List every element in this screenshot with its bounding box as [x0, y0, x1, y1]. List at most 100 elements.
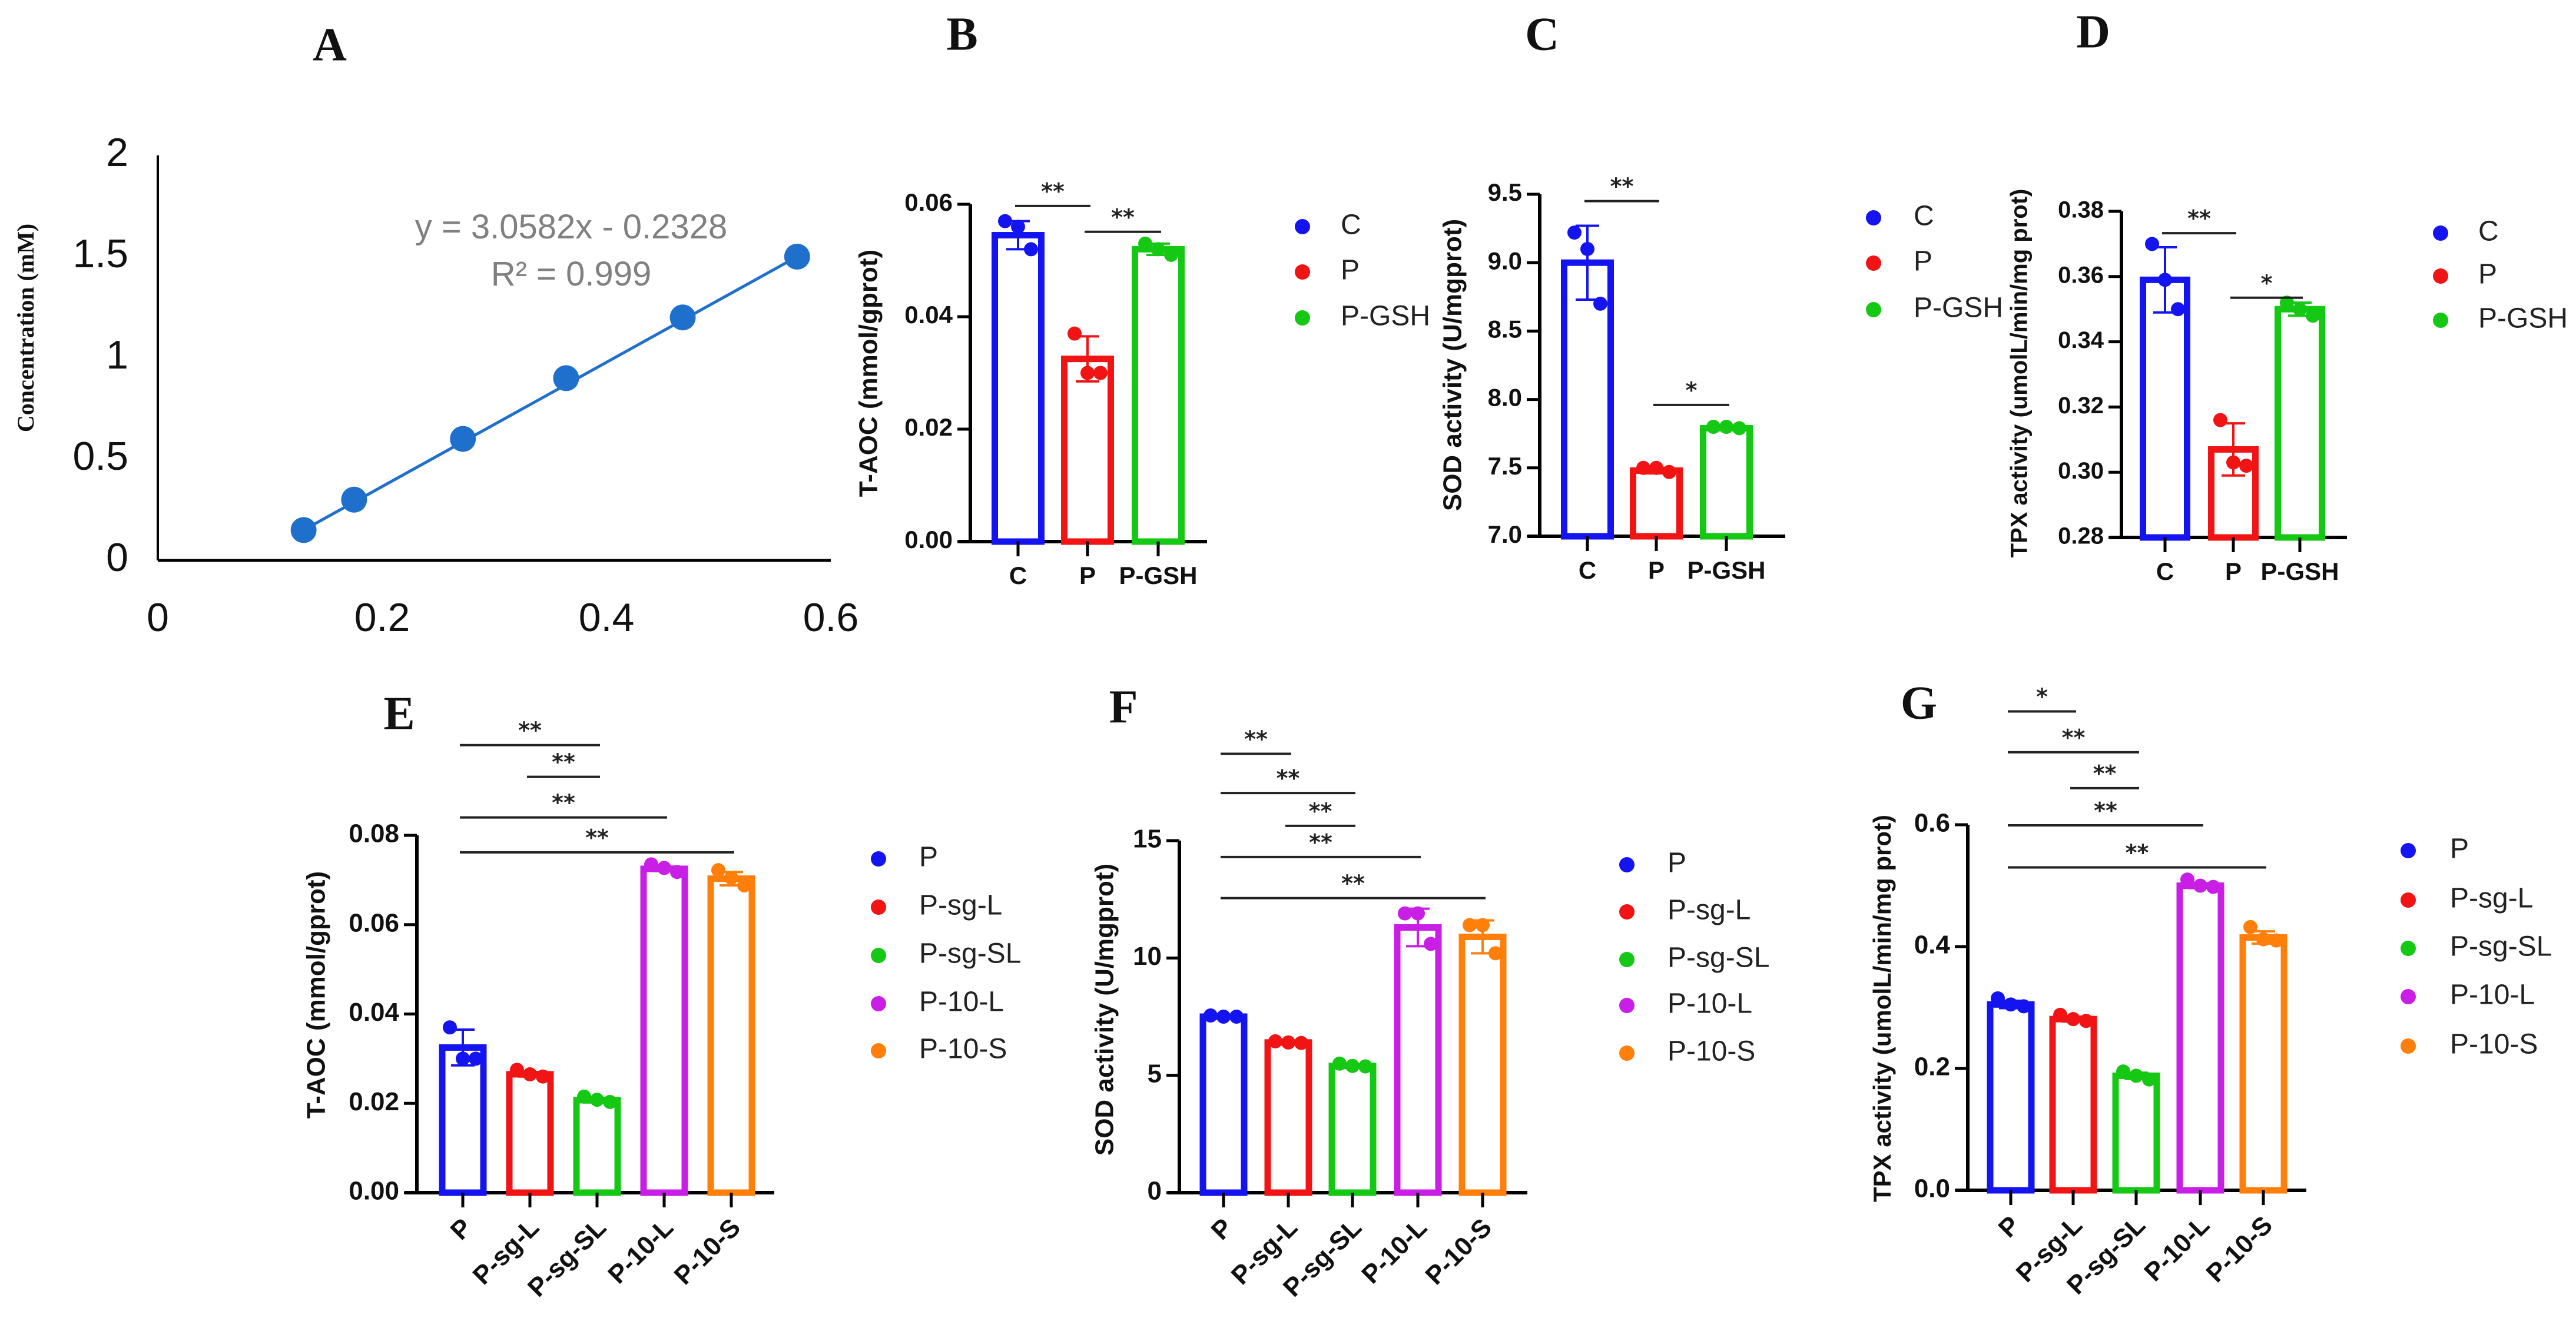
data-point: [2116, 1064, 2130, 1079]
y-tick-label: 0.2: [1914, 1053, 1950, 1081]
data-point: [2158, 273, 2172, 287]
y-tick-label: 0.4: [1914, 931, 1951, 960]
legend-marker: [1619, 998, 1635, 1013]
data-point: [450, 426, 476, 452]
significance-label: **: [1610, 174, 1634, 200]
x-tick-label: P-10-S: [1420, 1213, 1497, 1290]
data-point: [1636, 460, 1650, 475]
y-tick-label: 7.0: [1488, 520, 1522, 548]
data-point: [2171, 302, 2185, 317]
y-tick-label: 0.6: [1914, 809, 1950, 838]
legend-marker: [1619, 904, 1635, 920]
bar-p-sg-sl: [1328, 1063, 1377, 1196]
y-tick-label: 1.5: [72, 231, 128, 276]
panel-g: G 0.0 0.2 0.4 0.6 TPX activity (umolL/min/mg …: [1868, 677, 2552, 1300]
y-tick-label: 0.08: [349, 819, 399, 848]
legend-marker: [2401, 1038, 2416, 1054]
y-tick-label: 0: [1148, 1177, 1162, 1206]
data-point: [536, 1069, 550, 1084]
bar-p: [439, 1044, 487, 1196]
panel-c: C 7.0 7.5 8.0 8.5 9.0 9.5 SOD activity (U/mgpro…: [1438, 8, 2003, 584]
y-tick-label: 0.5: [72, 434, 128, 479]
legend-label: C: [1914, 201, 1934, 232]
data-point: [670, 865, 684, 879]
legend-marker: [2401, 892, 2416, 908]
y-tick-label: 0.02: [349, 1087, 399, 1116]
y-tick-label: 15: [1133, 825, 1162, 854]
panel-label: D: [2076, 6, 2110, 58]
x-tick-label: P-10-L: [1356, 1213, 1433, 1289]
y-tick-label: 2: [106, 130, 128, 175]
y-tick-label: 0.38: [2058, 197, 2104, 223]
significance-label: **: [2062, 725, 2086, 751]
x-tick-label: P: [445, 1213, 478, 1245]
x-tick-label: 0.6: [803, 595, 859, 640]
data-point: [1204, 1008, 1218, 1023]
data-point: [1294, 1035, 1308, 1050]
x-tick-label: C: [1579, 556, 1596, 584]
y-tick-label: 0: [106, 535, 128, 580]
data-point: [577, 1089, 591, 1104]
data-point: [1476, 918, 1490, 932]
data-point: [669, 304, 696, 331]
y-tick-label: 0.32: [2058, 393, 2104, 419]
legend-label: P: [1341, 255, 1360, 286]
significance-label: **: [2187, 205, 2211, 231]
data-point: [1268, 1034, 1282, 1048]
legend-marker: [1295, 310, 1310, 326]
panel-a: A 0 0.5 1 1.5 2 0 0.2 0.4 0.6 y = 3.0582x - 0.2328…: [12, 19, 858, 640]
y-tick-label: 0.06: [904, 188, 953, 216]
y-axis-title: TPX activity (umolL/min/mg prot): [1868, 815, 1896, 1202]
x-tick-label: P: [1993, 1210, 2025, 1243]
legend-marker: [871, 851, 886, 867]
data-point: [590, 1093, 604, 1107]
data-point: [1719, 420, 1733, 434]
data-point: [290, 517, 317, 543]
data-point: [737, 878, 751, 892]
y-axis-title: Concentration (mM): [12, 224, 39, 432]
significance-label: **: [552, 749, 575, 775]
y-tick-label: 0.0: [1914, 1174, 1950, 1203]
x-tick-label: P-10-L: [602, 1213, 679, 1289]
legend-label: P: [2478, 259, 2497, 290]
legend-marker: [1866, 302, 1881, 317]
significance-label: **: [1041, 178, 1065, 204]
data-point: [1649, 460, 1663, 475]
x-tick-label: 0.2: [354, 595, 410, 640]
bar-p-sg-l: [506, 1071, 554, 1196]
bar-p-10-s: [1458, 933, 1507, 1196]
legend-marker: [871, 948, 886, 963]
data-point: [2066, 1012, 2080, 1027]
data-point: [657, 861, 671, 875]
data-point: [1164, 247, 1178, 262]
legend-label: P-10-S: [2450, 1029, 2538, 1060]
significance-label: **: [1309, 829, 1332, 855]
legend-marker: [1619, 952, 1635, 967]
significance-label: **: [2094, 798, 2117, 824]
trendline: [303, 255, 798, 532]
data-point: [2017, 999, 2031, 1014]
data-point: [2226, 455, 2240, 470]
x-tick-label: P-GSH: [2260, 557, 2339, 585]
legend-label: P-sg-SL: [919, 938, 1021, 970]
y-axis-title: TPX activity (umolL/min/mg prot): [2007, 189, 2033, 558]
panel-label: G: [1901, 677, 1937, 729]
bar-p: [1987, 1001, 2035, 1194]
data-point: [2053, 1007, 2067, 1022]
data-point: [523, 1067, 537, 1081]
legend-label: P-GSH: [1914, 293, 2003, 324]
significance-label: **: [1309, 798, 1332, 824]
data-point: [2206, 879, 2220, 894]
legend-label: P: [1914, 246, 1932, 277]
x-tick-label: P-10-L: [2139, 1210, 2215, 1287]
significance-label: *: [2261, 270, 2273, 296]
y-tick-label: 7.5: [1488, 452, 1522, 480]
legend-marker: [2433, 225, 2448, 241]
legend-marker: [1619, 1045, 1635, 1061]
x-tick-label: 0.4: [579, 595, 635, 640]
legend-marker: [2401, 941, 2416, 956]
data-point: [2180, 872, 2194, 887]
legend-label: P-10-S: [1667, 1036, 1755, 1067]
panel-label: C: [1525, 8, 1559, 60]
